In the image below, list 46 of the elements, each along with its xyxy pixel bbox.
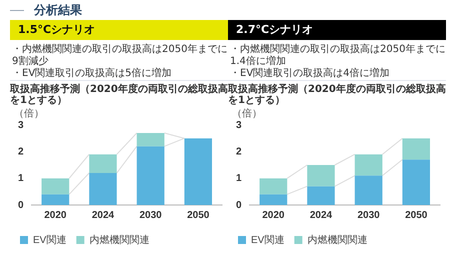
y-axis-title: （倍） <box>232 108 262 120</box>
y-tick-label: 0 <box>236 200 242 211</box>
chart-title: 1.5°Cシナリオ <box>10 20 228 40</box>
y-tick-label: 2 <box>236 146 242 158</box>
bar <box>136 133 164 146</box>
bar <box>260 194 288 205</box>
y-axis-title: （倍） <box>14 108 44 120</box>
legend-label: EV関連 <box>33 234 66 246</box>
text: ・EV関連取引の取扱高は5倍に増加 <box>12 68 173 80</box>
bar <box>42 194 70 205</box>
text: ・内燃機関関連の取引の取扱高は2050年までに9割減少 <box>12 44 228 68</box>
y-tick-label: 1 <box>236 173 242 184</box>
bar <box>307 186 335 205</box>
y-tick-label: 3 <box>236 120 242 131</box>
text: 分析結果 <box>34 2 82 18</box>
chart-subtitle: 取扱高推移予測（2020年度の両取引の総取扱高を1とする） <box>10 80 228 107</box>
y-tick-label: 1 <box>18 173 24 184</box>
x-tick-label: 2030 <box>357 210 380 221</box>
bar <box>89 173 117 205</box>
chart-subtitle: 取扱高推移予測（2020年度の両取引の総取扱高を1とする） <box>228 80 446 107</box>
y-tick-label: 0 <box>18 200 24 211</box>
x-tick-label: 2050 <box>187 210 210 221</box>
x-tick-label: 2024 <box>310 210 333 221</box>
legend-label: 内燃機関関連 <box>89 234 150 246</box>
bar <box>136 146 164 205</box>
x-tick-label: 2050 <box>405 210 428 221</box>
text: ・内燃機関関連の取引の取扱高は2050年までに1.4倍に増加 <box>230 44 446 68</box>
legend-label: 内燃機関関連 <box>307 234 368 246</box>
bar <box>402 160 430 205</box>
y-tick-label: 2 <box>18 146 24 158</box>
x-tick-label: 2020 <box>262 210 285 221</box>
bar <box>354 154 382 176</box>
x-tick-label: 2030 <box>139 210 162 221</box>
bar <box>260 178 288 194</box>
bar <box>354 176 382 205</box>
bar <box>89 154 117 173</box>
legend-label: EV関連 <box>251 234 284 246</box>
chart-title: 2.7°Cシナリオ <box>228 20 446 40</box>
bar <box>42 178 70 194</box>
bar <box>307 165 335 186</box>
x-tick-label: 2024 <box>92 210 115 221</box>
y-tick-label: 3 <box>18 120 24 131</box>
bar <box>184 138 212 205</box>
x-tick-label: 2020 <box>44 210 67 221</box>
bar <box>402 138 430 160</box>
text: ・EV関連取引の取扱高は4倍に増加 <box>230 68 391 80</box>
